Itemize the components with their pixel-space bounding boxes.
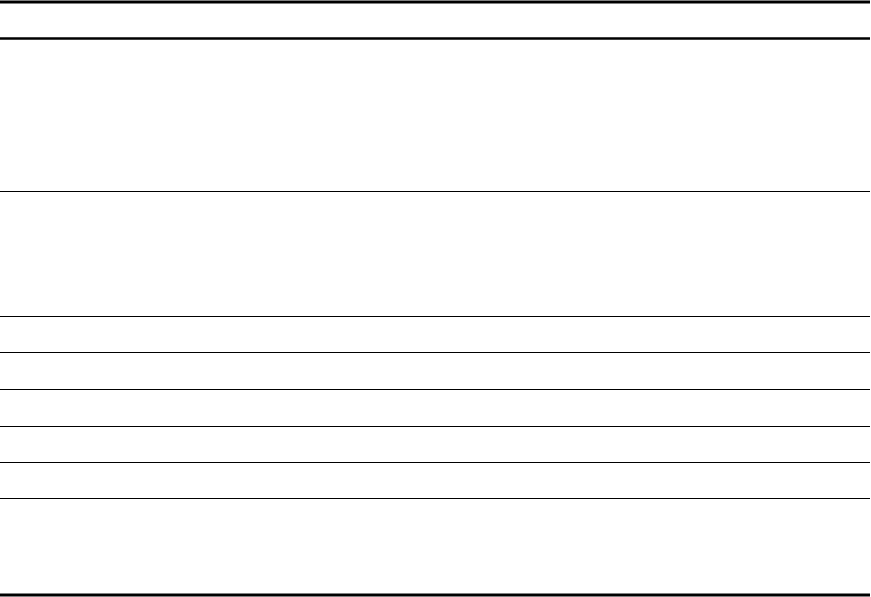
page: (() => { const data = JSON.parse(documen… <box>0 0 871 597</box>
background <box>0 0 871 597</box>
table <box>0 0 871 597</box>
